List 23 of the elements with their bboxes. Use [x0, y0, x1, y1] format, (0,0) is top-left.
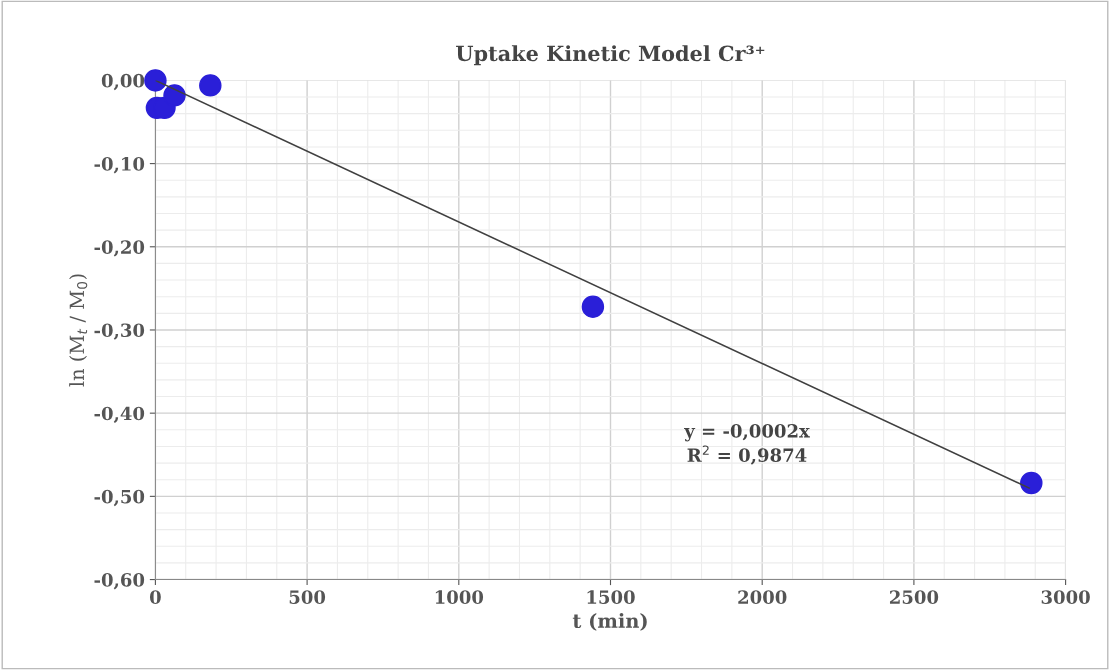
y-axis-title: ln (M$_{t}$ / M$_{0}$): [69, 274, 88, 387]
point: [144, 69, 167, 92]
y-tick-label: -0,20: [94, 240, 145, 257]
x-tick-label: 1000: [435, 590, 484, 604]
x-axis-title: t (min): [572, 613, 647, 631]
y-tick-label: -0,60: [94, 573, 145, 590]
point: [581, 295, 605, 318]
x-tick-label: 500: [289, 590, 326, 604]
y-tick-label: 0,00: [101, 73, 145, 91]
y-tick-label: -0,50: [94, 489, 145, 507]
x-tick-label: 3000: [1041, 590, 1090, 604]
y-tick-label: -0,10: [94, 157, 145, 174]
point: [199, 74, 222, 97]
x-tick-label: 2000: [738, 590, 787, 604]
chart-title: Uptake Kinetic Model Cr³⁺: [456, 45, 765, 66]
point: [1020, 471, 1043, 495]
annotation: y = -0,0002x R$^{2}$ = 0,9874: [684, 423, 810, 465]
x-tick-label: 0: [149, 590, 161, 604]
x-tick-label: 2500: [889, 590, 939, 604]
y-tick-label: -0,30: [94, 323, 145, 340]
point: [163, 84, 186, 107]
y-tick-label: -0,40: [94, 406, 145, 424]
x-tick-label: 1500: [587, 590, 635, 604]
